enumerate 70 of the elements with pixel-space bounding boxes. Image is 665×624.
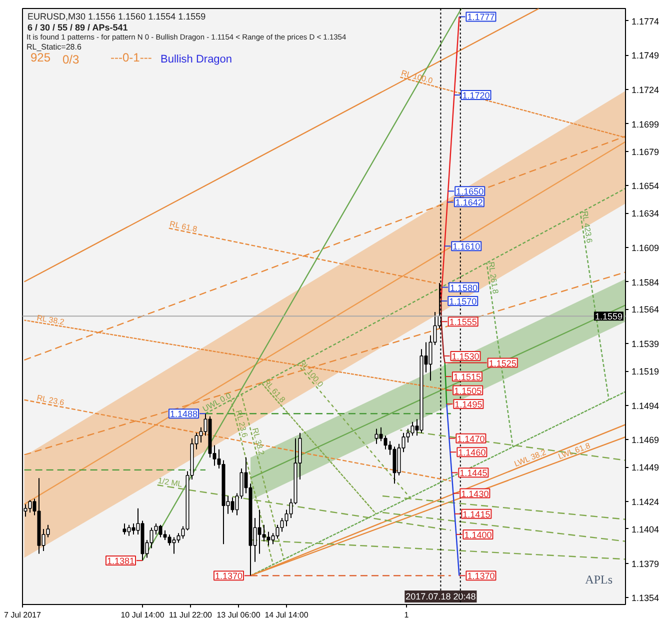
annotation: 0/3 bbox=[62, 52, 80, 66]
ref-line-label: 1.1559 bbox=[594, 312, 623, 322]
text: UWL 0.0 bbox=[201, 390, 234, 414]
annotation: 1.1530 bbox=[452, 351, 480, 362]
annotation: 1.1445 bbox=[460, 468, 488, 478]
text: LWL 38.2 bbox=[513, 448, 548, 469]
x-tick-label: 11 Jul 22:00 bbox=[169, 610, 213, 620]
annotation: 1.1777 bbox=[467, 12, 495, 22]
y-tick-label: 1.1724 bbox=[632, 85, 660, 96]
text: RL 100.0 bbox=[400, 68, 434, 86]
text: RL 38.2 bbox=[250, 427, 266, 457]
text: LWL 61.8 bbox=[557, 440, 592, 462]
text: RL 23.6 bbox=[234, 409, 250, 439]
text: RL 261.8 bbox=[486, 261, 500, 295]
annotation: ---0-1--- bbox=[110, 50, 152, 64]
y-tick-label: 1.1609 bbox=[632, 242, 660, 253]
annotation: 1.1570 bbox=[449, 296, 477, 307]
x-tick-label: 1 bbox=[404, 610, 410, 620]
annotation: 1.1400 bbox=[464, 530, 492, 540]
y-tick-label: 1.1699 bbox=[632, 119, 660, 130]
annotation: 1.1470 bbox=[457, 434, 485, 444]
y-tick-label: 1.1749 bbox=[632, 50, 660, 61]
annotation: 1.1430 bbox=[461, 488, 489, 499]
y-tick-label: 1.1654 bbox=[632, 181, 660, 192]
annotation: APLs bbox=[585, 572, 613, 586]
y-tick-label: 1.1679 bbox=[632, 146, 660, 157]
x-tick-label: 10 Jul 14:00 bbox=[120, 610, 165, 620]
text: RL 61.8 bbox=[168, 219, 198, 234]
annotation: Bullish Dragon bbox=[160, 54, 232, 66]
y-tick-label: 1.1449 bbox=[632, 462, 660, 473]
x-tick-label: 14 Jul 14:00 bbox=[264, 610, 309, 620]
y-tick-label: 1.1404 bbox=[632, 524, 660, 534]
annotation: RL_Static=28.6 bbox=[26, 42, 82, 52]
x-tick-label: 7 Jul 2017 bbox=[4, 610, 42, 620]
annotation: 1.1525 bbox=[488, 358, 516, 368]
annotation: 1.1555 bbox=[449, 317, 477, 328]
x-tick-label: 13 Jul 06:00 bbox=[216, 610, 261, 620]
annotation: 1.1488 bbox=[170, 409, 198, 420]
annotation: 1.1415 bbox=[462, 509, 490, 520]
y-tick-label: 1.1634 bbox=[632, 208, 660, 219]
annotation: 6 / 30 / 55 / 89 / APs-541 bbox=[28, 22, 128, 32]
annotation: 925 bbox=[30, 50, 51, 64]
chart-title: EURUSD,M30 1.1556 1.1560 1.1554 1.1559 bbox=[28, 12, 206, 22]
annotation: 1.1610 bbox=[452, 242, 480, 252]
y-tick-label: 1.1379 bbox=[632, 558, 660, 569]
annotation: 1.1650 bbox=[456, 186, 484, 197]
annotation: 1.1505 bbox=[454, 386, 482, 396]
text: RL 423.6 bbox=[580, 210, 594, 244]
y-tick-label: 1.1564 bbox=[632, 304, 660, 315]
y-tick-label: 1.1539 bbox=[632, 339, 660, 350]
ref-line-label: 2017.07.18 20:48 bbox=[406, 592, 476, 602]
annotation: 1.1460 bbox=[458, 448, 486, 458]
y-tick-label: 1.1774 bbox=[632, 16, 660, 26]
text: 1/2 ML bbox=[157, 476, 184, 489]
annotation: 1.1515 bbox=[453, 372, 481, 382]
annotation: 1.1370 bbox=[467, 571, 495, 582]
y-tick-label: 1.1424 bbox=[632, 497, 660, 508]
annotation: 1.1580 bbox=[450, 282, 478, 293]
y-tick-label: 1.1354 bbox=[632, 593, 660, 604]
annotation: 1.1720 bbox=[462, 90, 490, 101]
text: RL 38.2 bbox=[36, 313, 66, 327]
y-tick-label: 1.1519 bbox=[632, 366, 660, 377]
y-tick-label: 1.1494 bbox=[632, 400, 660, 411]
y-tick-label: 1.1469 bbox=[632, 435, 660, 446]
y-tick-label: 1.1584 bbox=[632, 277, 660, 288]
annotation: 1.1370 bbox=[214, 571, 243, 582]
annotation: 1.1495 bbox=[454, 400, 482, 410]
text: RL 23.6 bbox=[36, 393, 66, 408]
annotation: 1.1381 bbox=[106, 556, 135, 566]
annotation: 1.1642 bbox=[455, 198, 483, 208]
